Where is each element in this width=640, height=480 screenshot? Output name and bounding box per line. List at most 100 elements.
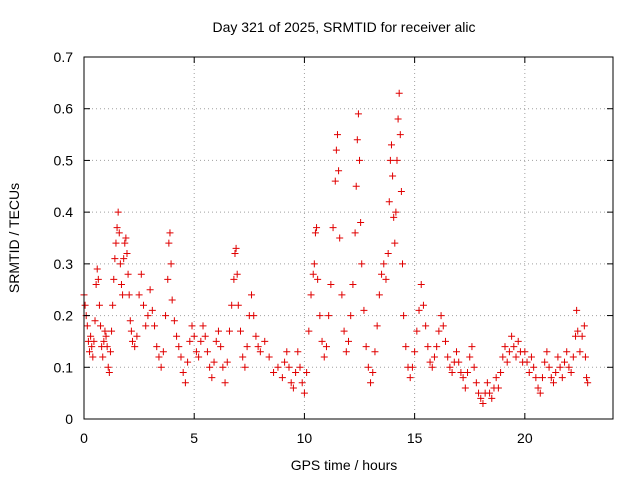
data-point <box>239 353 247 361</box>
data-point <box>225 327 233 335</box>
data-point <box>314 275 322 283</box>
data-point <box>102 332 110 340</box>
data-point <box>415 306 423 314</box>
data-point <box>424 343 432 351</box>
data-point <box>395 89 403 97</box>
data-point <box>170 317 178 325</box>
data-point <box>461 384 469 392</box>
data-point <box>87 332 95 340</box>
data-point <box>574 327 582 335</box>
data-point <box>298 379 306 387</box>
data-point <box>236 327 244 335</box>
data-point <box>354 110 362 118</box>
data-point <box>382 275 390 283</box>
data-point <box>203 348 211 356</box>
data-point <box>545 363 553 371</box>
data-point <box>121 239 129 247</box>
data-point <box>197 337 205 345</box>
data-point <box>503 358 511 366</box>
data-point <box>417 281 425 289</box>
data-point <box>578 332 586 340</box>
y-axis-ticks: 0 0.1 0.2 0.3 0.4 0.5 0.6 0.7 <box>54 49 613 427</box>
x-axis-label: GPS time / hours <box>291 457 398 473</box>
data-point <box>148 306 156 314</box>
data-point <box>576 348 584 356</box>
data-point <box>441 337 449 345</box>
data-point <box>292 368 300 376</box>
data-point <box>296 363 304 371</box>
data-point <box>563 348 571 356</box>
data-point <box>357 218 365 226</box>
data-point <box>109 301 117 309</box>
data-point <box>105 368 113 376</box>
data-point <box>157 363 165 371</box>
data-point <box>320 353 328 361</box>
x-tick-label: 10 <box>297 430 313 446</box>
data-point <box>389 172 397 180</box>
data-point <box>549 379 557 387</box>
data-point <box>316 312 324 320</box>
data-point <box>497 368 505 376</box>
data-point <box>572 332 580 340</box>
data-point <box>274 363 282 371</box>
data-point <box>232 244 240 252</box>
data-point <box>333 131 341 139</box>
data-point <box>97 322 105 330</box>
data-point <box>527 353 535 361</box>
data-point <box>396 131 404 139</box>
data-point <box>241 363 249 371</box>
data-point <box>119 291 127 299</box>
data-point <box>426 358 434 366</box>
data-point <box>475 389 483 397</box>
data-point <box>437 312 445 320</box>
data-point <box>384 250 392 258</box>
data-point <box>313 224 321 232</box>
data-point <box>402 343 410 351</box>
data-point <box>95 301 103 309</box>
data-point <box>584 379 592 387</box>
data-point <box>466 353 474 361</box>
data-point <box>508 332 516 340</box>
data-point <box>525 368 533 376</box>
data-point <box>177 353 185 361</box>
data-point <box>521 348 529 356</box>
data-point <box>106 348 114 356</box>
data-point <box>391 239 399 247</box>
y-tick-label: 0 <box>65 411 73 427</box>
data-point <box>380 260 388 268</box>
data-point <box>530 363 538 371</box>
data-point <box>270 368 278 376</box>
data-point <box>477 394 485 402</box>
data-point <box>112 239 120 247</box>
data-point <box>122 234 130 242</box>
data-point <box>569 353 577 361</box>
data-point <box>483 379 491 387</box>
data-point <box>287 379 295 387</box>
data-point <box>543 348 551 356</box>
data-point <box>93 265 101 273</box>
data-point <box>305 327 313 335</box>
data-point <box>111 255 119 263</box>
data-point <box>371 348 379 356</box>
data-point <box>165 239 173 247</box>
data-point <box>538 374 546 382</box>
data-point <box>494 384 502 392</box>
y-axis-label: SRMTID / TECUs <box>6 183 22 293</box>
data-point <box>108 327 116 335</box>
data-point <box>358 260 366 268</box>
data-point <box>210 358 218 366</box>
data-point <box>453 348 461 356</box>
data-point <box>294 348 302 356</box>
data-point <box>101 327 109 335</box>
data-point <box>164 275 172 283</box>
data-point <box>541 358 549 366</box>
data-point <box>510 343 518 351</box>
y-tick-label: 0.3 <box>54 256 74 272</box>
data-point <box>581 353 589 361</box>
data-point <box>385 198 393 206</box>
data-point <box>499 353 507 361</box>
data-point <box>464 368 472 376</box>
data-point <box>573 306 581 314</box>
x-tick-label: 15 <box>407 430 423 446</box>
data-point <box>190 332 198 340</box>
